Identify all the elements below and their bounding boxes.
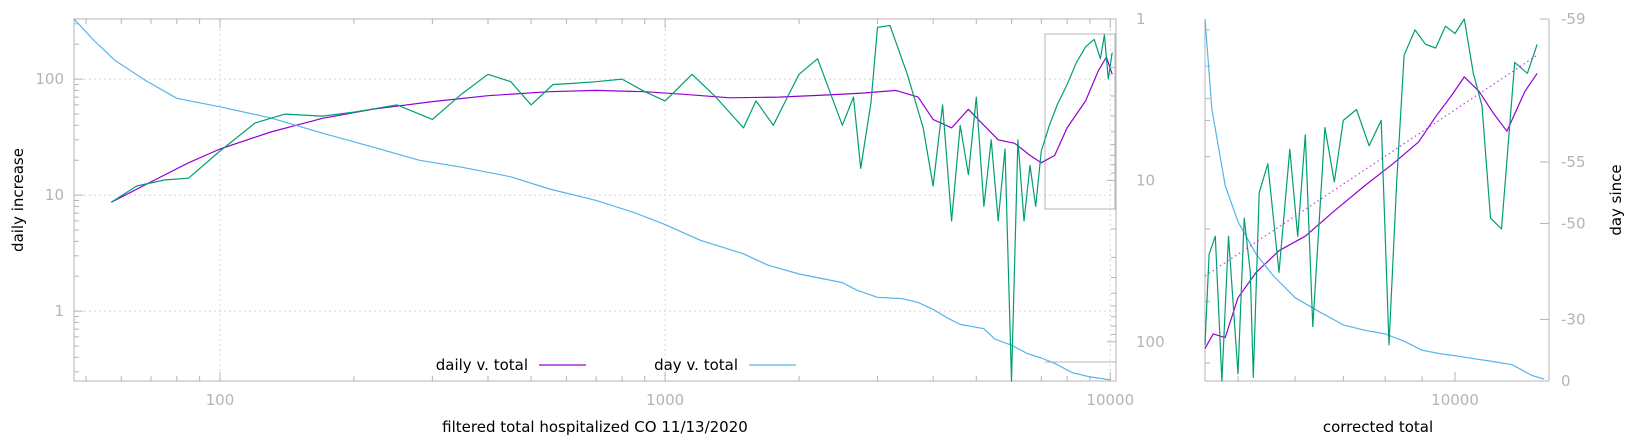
- y2-tick-label: 10: [1136, 171, 1155, 189]
- right-y2-tick-label: -59: [1561, 10, 1586, 28]
- y2-tick-label: 1: [1136, 10, 1146, 28]
- y-tick-label: 100: [35, 70, 64, 88]
- inset-box-upper: [1044, 33, 1116, 210]
- y-axis-title-main: daily increase: [9, 148, 27, 252]
- y-tick-label: 1: [54, 302, 64, 320]
- plot-frames: [73, 18, 1550, 382]
- axis-ticks: [74, 18, 1549, 382]
- x-axis-title-right: corrected total: [1323, 418, 1433, 436]
- series-daily-v-total: [111, 56, 1113, 203]
- y-tick-label: 10: [45, 186, 64, 204]
- right-y2-tick-label: -30: [1561, 310, 1586, 328]
- right-y2-tick-label: 0: [1561, 372, 1571, 390]
- x-tick-label: 1000: [646, 391, 684, 409]
- right-y2-tick-label: -55: [1561, 153, 1586, 171]
- right-x-tick-label: 10000: [1431, 391, 1479, 409]
- right-series-day: [1204, 18, 1545, 380]
- right-series-daily: [1204, 72, 1538, 349]
- series-layer: [73, 18, 1545, 382]
- series-day-v-total: [73, 18, 1111, 381]
- series-raw-daily: [110, 24, 1113, 382]
- right-series-fit: [1204, 54, 1538, 277]
- legend: daily v. total day v. total: [436, 356, 796, 374]
- right-series-raw: [1204, 18, 1538, 382]
- legend-label-day: day v. total: [654, 356, 738, 374]
- legend-label-daily: daily v. total: [436, 356, 528, 374]
- right-y2-tick-label: -50: [1561, 215, 1586, 233]
- x-tick-label: 100: [206, 391, 235, 409]
- y2-axis-title-right: day since: [1607, 164, 1625, 235]
- x-tick-label: 10000: [1086, 391, 1134, 409]
- x-axis-title-main: filtered total hospitalized CO 11/13/202…: [442, 418, 748, 436]
- y2-tick-label: 100: [1136, 333, 1165, 351]
- tick-labels: 100 1000 10000 1 10 100 1 10 100 -59 -55 -50 -30 0 100…: [35, 10, 1585, 409]
- grid-lines: [74, 19, 1116, 381]
